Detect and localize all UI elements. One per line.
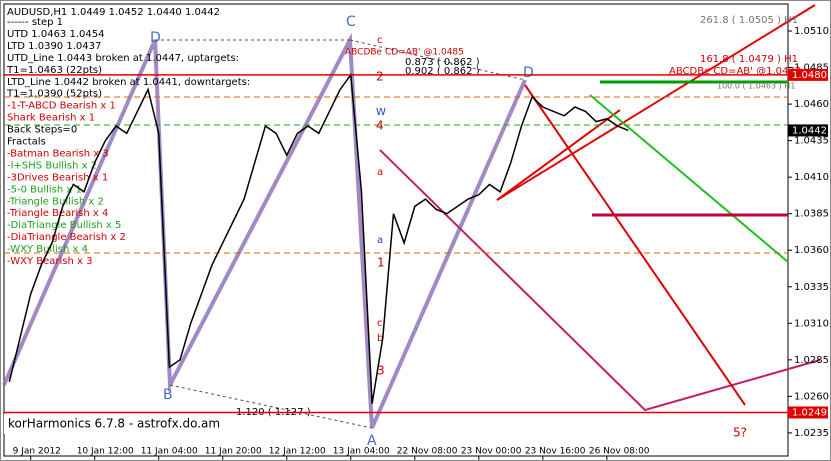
info-line: -5-0 Bullish x 1 bbox=[7, 184, 82, 195]
price-tag bbox=[788, 124, 828, 137]
y-tick-label: 1.0410 bbox=[794, 172, 829, 183]
y-tick-label: 1.0360 bbox=[794, 245, 829, 256]
info-line: ------ step 1 bbox=[7, 17, 63, 28]
annotation: c bbox=[377, 318, 383, 329]
x-tick-label: 10 Jan 12:00 bbox=[77, 447, 134, 457]
y-tick-label: 1.0335 bbox=[794, 282, 829, 293]
info-line: -Triangle Bearish x 4 bbox=[7, 208, 108, 219]
info-line: -I+SHS Bullish x 2 bbox=[7, 160, 97, 171]
info-line: -1-T-ABCD Bearish x 1 bbox=[7, 101, 116, 112]
annotation: 0.902 ( 0.862 ) bbox=[405, 66, 480, 77]
info-line: T1=1.0463 (22pts) bbox=[6, 65, 102, 76]
info-line: LTD 1.0390 1.0437 bbox=[7, 41, 101, 52]
info-line: Shark Bearish x 1 bbox=[7, 113, 95, 124]
x-tick-label: 22 Nov 08:00 bbox=[397, 447, 458, 457]
price-line bbox=[8, 72, 629, 404]
x-tick-label: 26 Nov 08:00 bbox=[589, 447, 650, 457]
plot-area bbox=[3, 3, 789, 457]
y-tick-label: 1.0260 bbox=[794, 391, 829, 402]
annotation: a bbox=[377, 235, 383, 246]
annotation: 0.873 ( 0.862 ) bbox=[405, 57, 480, 68]
y-tick-label: 1.0285 bbox=[794, 355, 829, 366]
info-line: -Triangle Bullish x 2 bbox=[7, 196, 104, 207]
annotation: 2 bbox=[376, 70, 384, 84]
annotation: 1 bbox=[377, 256, 385, 270]
y-tick-label: 1.0510 bbox=[794, 26, 829, 37]
info-line: UTD_Line 1.0443 broken at 1.0447, uptarg… bbox=[7, 53, 239, 64]
info-line: -WXY Bearish x 3 bbox=[7, 256, 92, 267]
x-tick-label: 23 Nov 00:00 bbox=[461, 447, 522, 457]
annotation: 161.8 ( 1.0479 ) H1 bbox=[700, 54, 798, 65]
y-tick-label: 1.0385 bbox=[794, 209, 829, 220]
y-tick-label: 1.0485 bbox=[794, 63, 829, 74]
info-line: UTD 1.0463 1.0454 bbox=[7, 29, 104, 40]
annotation: 3 bbox=[377, 364, 385, 378]
price-tag-label: 1.0442 bbox=[792, 125, 827, 136]
info-line: -Batman Bearish x 3 bbox=[7, 148, 109, 159]
x-tick-label: 12 Jan 12:00 bbox=[269, 447, 326, 457]
annotation: C bbox=[346, 14, 356, 30]
annotation: D bbox=[150, 30, 161, 46]
info-line: Fractals bbox=[7, 137, 46, 148]
price-tag-label: 1.0249 bbox=[792, 407, 827, 418]
y-tick-label: 1.0435 bbox=[794, 136, 829, 147]
annotation: B bbox=[163, 387, 173, 403]
x-tick-label: 13 Jan 04:00 bbox=[333, 447, 390, 457]
info-line: Back Steps=0 bbox=[7, 125, 77, 136]
y-tick-label: 1.0235 bbox=[794, 428, 829, 439]
info-line: -DiaTriangle Bullish x 5 bbox=[7, 220, 121, 231]
price-tag bbox=[788, 68, 828, 81]
info-line: -3Drives Bearish x 1 bbox=[7, 172, 108, 183]
annotation: b bbox=[377, 333, 383, 344]
x-tick-label: 23 Nov 16:00 bbox=[525, 447, 586, 457]
annotation: 4 bbox=[376, 119, 384, 133]
footer-bg bbox=[4, 414, 234, 434]
annotation: D bbox=[523, 65, 534, 81]
annotation: A bbox=[367, 433, 377, 449]
info-line: -DiaTriangle Bearish x 2 bbox=[7, 232, 126, 243]
info-line: -WXY Bullish x 4 bbox=[7, 244, 88, 255]
price-tag-label: 1.0480 bbox=[792, 70, 827, 81]
info-line: T1=1.0390 (52pts) bbox=[6, 89, 102, 100]
y-tick-label: 1.0310 bbox=[794, 318, 829, 329]
y-tick-label: 1.0460 bbox=[794, 99, 829, 110]
price-tag bbox=[788, 406, 828, 419]
annotation: 5? bbox=[733, 426, 747, 440]
annotation: 261.8 ( 1.0505 ) H1 bbox=[700, 15, 798, 26]
footer: korHarmonics 6.7.8 - astrofx.do.am bbox=[8, 417, 220, 431]
annotation: ABCDBe CD=AB' @1.0485 bbox=[345, 48, 464, 58]
x-tick-label: 11 Jan 20:00 bbox=[205, 447, 262, 457]
pattern-lines bbox=[2, 4, 821, 429]
x-tick-label: 9 Jan 2012 bbox=[13, 447, 61, 457]
annotation: c bbox=[377, 35, 383, 46]
annotation: W bbox=[376, 107, 386, 118]
x-tick-label: 11 Jan 04:00 bbox=[141, 447, 198, 457]
annotation: ABCDBe CD=AB' @1.0473 bbox=[669, 66, 801, 77]
info-line: LTD_Line 1.0442 broken at 1.0441, downta… bbox=[7, 77, 250, 88]
chart-title: AUDUSD,H1 1.0449 1.0452 1.0440 1.0442 bbox=[7, 7, 220, 18]
annotation: a bbox=[377, 167, 383, 178]
annotation: 100.0 ( 1.0463 ) H1 bbox=[717, 82, 795, 91]
